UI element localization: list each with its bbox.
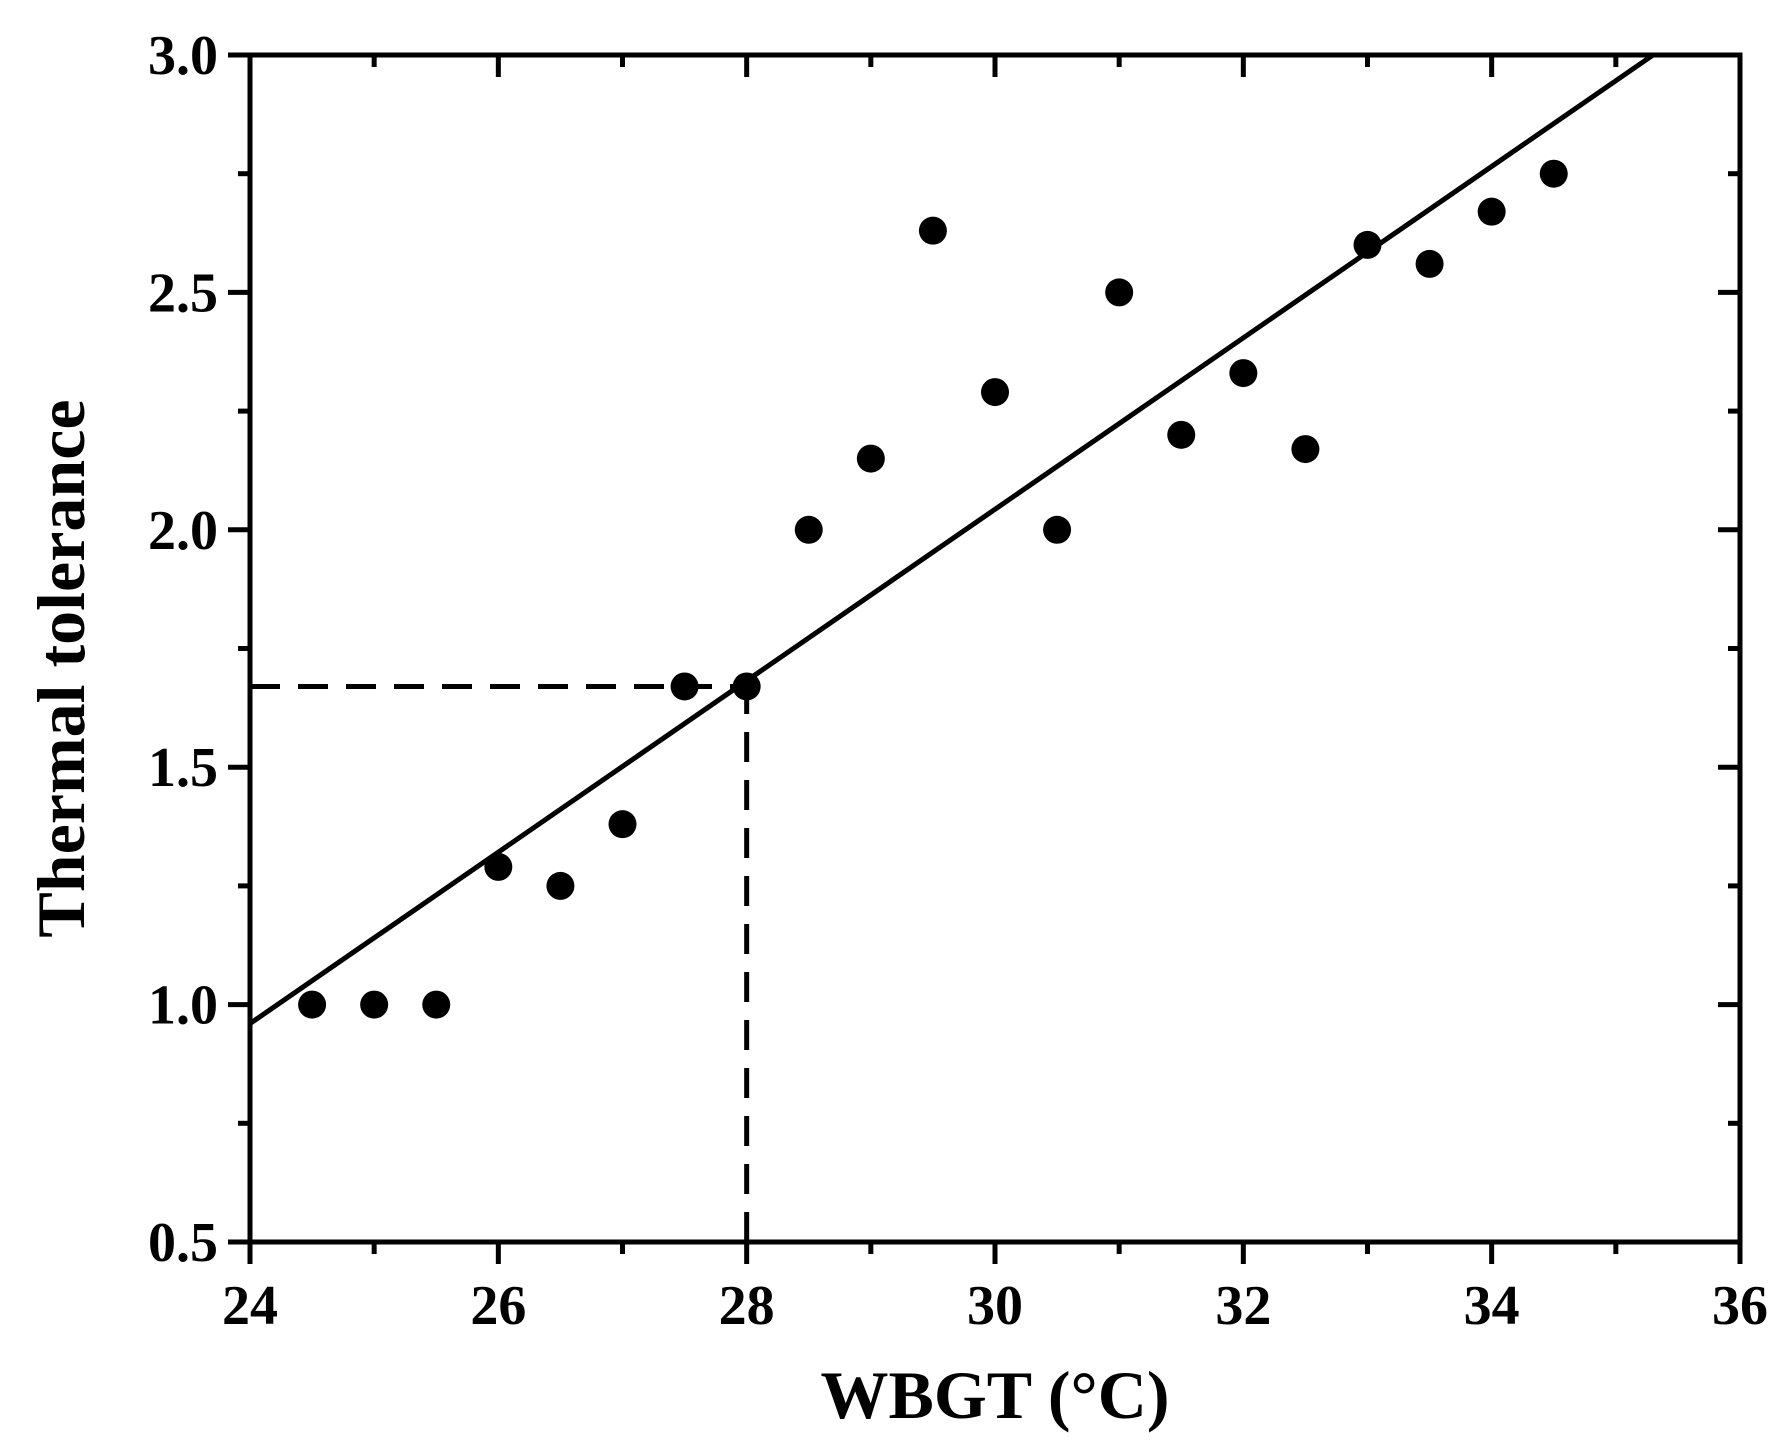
plot-frame: [247, 52, 1743, 1245]
data-point: [1229, 359, 1258, 388]
data-point: [1539, 159, 1568, 188]
x-tick-label: 34: [1464, 1275, 1520, 1337]
y-axis-title: Thermal tolerance: [23, 399, 99, 937]
data-point: [981, 378, 1009, 407]
fit-line: [248, 52, 1655, 1026]
data-point: [918, 216, 947, 245]
y-tick-label: 2.0: [148, 500, 218, 562]
y-tick-label: 1.0: [148, 975, 218, 1037]
data-point: [1043, 515, 1072, 544]
axes: [247, 52, 1743, 1245]
x-axis-title: WBGT (°C): [821, 1357, 1170, 1433]
x-tick-label: 24: [222, 1275, 278, 1337]
x-tick-label: 32: [1215, 1275, 1271, 1337]
data-point: [1167, 420, 1196, 449]
data-point: [732, 672, 761, 701]
data-point: [1477, 197, 1506, 226]
data-point: [1105, 278, 1134, 307]
data-point: [298, 990, 327, 1019]
y-tick-label: 2.5: [148, 262, 218, 324]
x-tick-label: 26: [470, 1275, 526, 1337]
data-points: [298, 159, 1568, 1019]
data-point: [484, 852, 513, 881]
data-point: [856, 444, 885, 473]
y-tick-label: 3.0: [148, 25, 218, 87]
data-point: [670, 672, 699, 701]
tick-labels: 24 26 28 30 32 34 36 0.5 1.0 1.5 2.0 2.5 3.0: [148, 25, 1768, 1337]
x-tick-label: 36: [1712, 1275, 1768, 1337]
data-point: [608, 810, 637, 839]
reference-lines: [250, 683, 750, 1242]
x-tick-label: 30: [967, 1275, 1023, 1337]
data-point: [794, 515, 823, 544]
data-point: [422, 990, 451, 1019]
x-tick-label: 28: [719, 1275, 775, 1337]
tick-marks: [228, 52, 1743, 1264]
fit-line-layer: [248, 52, 1655, 1026]
y-tick-label: 1.5: [148, 737, 218, 799]
data-point: [360, 990, 389, 1019]
data-point: [1415, 249, 1444, 278]
data-point: [1353, 230, 1382, 259]
data-point: [1291, 435, 1320, 464]
data-point: [546, 871, 575, 900]
y-tick-label: 0.5: [148, 1212, 218, 1274]
